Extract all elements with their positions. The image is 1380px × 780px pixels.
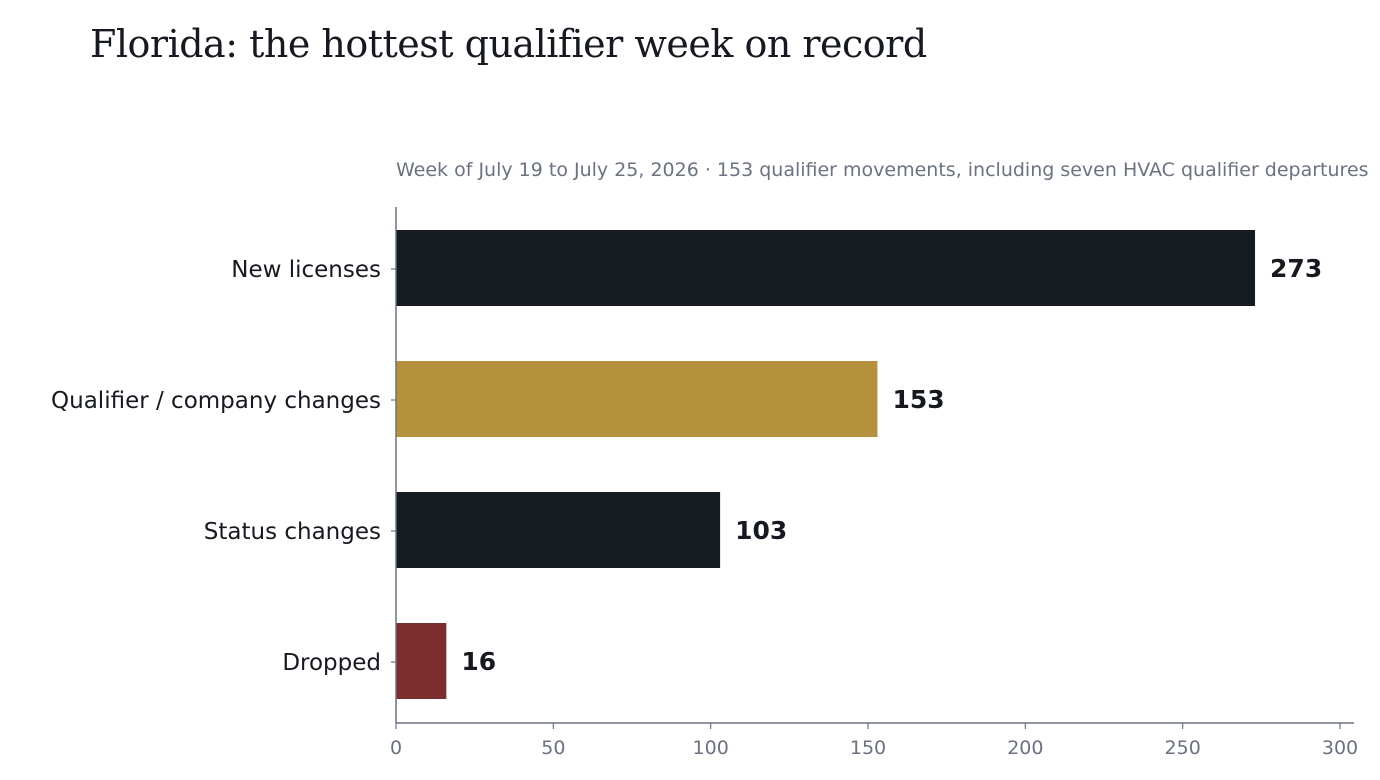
axes-group: New licenses Qualifier / company changes S… [51,207,1358,759]
x-tick-label-6: 300 [1322,737,1358,759]
value-label-2: 103 [735,516,787,545]
category-label-1: Qualifier / company changes [51,388,381,414]
chart-title: Florida: the hottest qualifier week on r… [90,22,927,66]
category-label-0: New licenses [231,257,381,283]
bar-2 [396,492,721,568]
value-label-0: 273 [1270,254,1322,283]
bar-0 [396,230,1256,306]
value-label-1: 153 [892,385,944,414]
x-tick-label-0: 0 [390,737,402,759]
x-tick-label-5: 250 [1165,737,1201,759]
bar-3 [396,623,447,699]
x-tick-label-4: 200 [1007,737,1043,759]
category-label-2: Status changes [204,519,381,545]
bar-1 [396,361,878,437]
x-tick-label-2: 100 [693,737,729,759]
chart-subtitle: Week of July 19 to July 25, 2026 · 153 q… [396,159,1369,181]
x-tick-label-1: 50 [541,737,565,759]
value-label-3: 16 [461,647,496,676]
category-label-3: Dropped [282,650,381,676]
x-tick-label-3: 150 [850,737,886,759]
bars-group: 273 153 103 16 [396,230,1322,699]
